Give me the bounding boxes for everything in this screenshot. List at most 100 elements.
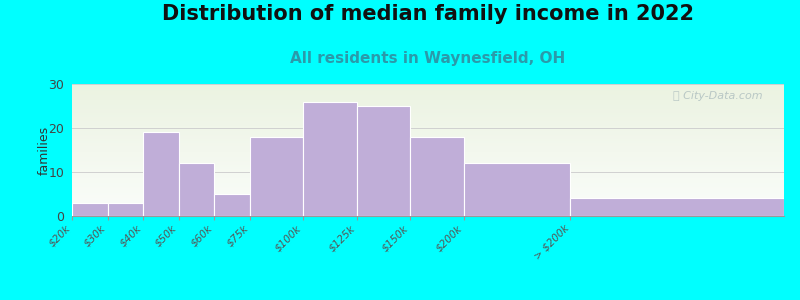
Bar <box>72 126 784 127</box>
Bar <box>72 177 784 178</box>
Bar <box>72 150 784 151</box>
Bar <box>72 155 784 156</box>
Bar <box>72 156 784 157</box>
Bar <box>72 213 784 214</box>
Bar <box>72 144 784 145</box>
Bar <box>72 154 784 155</box>
Bar <box>72 164 784 165</box>
Bar <box>72 157 784 158</box>
Bar <box>72 204 784 205</box>
Bar <box>72 149 784 150</box>
Bar <box>72 135 784 136</box>
Bar <box>179 163 214 216</box>
Bar <box>72 158 784 159</box>
Bar <box>72 190 784 191</box>
Bar <box>72 200 784 201</box>
Bar <box>72 189 784 190</box>
Bar <box>72 130 784 131</box>
Bar <box>72 120 784 121</box>
Bar <box>72 131 784 132</box>
Bar <box>72 147 784 148</box>
Bar <box>72 214 784 215</box>
Bar <box>72 85 784 86</box>
Bar <box>72 172 784 173</box>
Bar <box>72 176 784 177</box>
Bar <box>72 183 784 184</box>
Bar <box>72 166 784 167</box>
Bar <box>72 108 784 109</box>
Bar <box>72 188 784 189</box>
Bar <box>72 212 784 213</box>
Bar <box>107 203 143 216</box>
Bar <box>72 136 784 137</box>
Bar <box>72 95 784 96</box>
Bar <box>72 84 784 85</box>
Bar <box>72 111 784 112</box>
Bar <box>72 192 784 193</box>
Bar <box>72 141 784 142</box>
Bar <box>72 103 784 104</box>
Bar <box>72 167 784 168</box>
Bar <box>72 215 784 216</box>
Bar <box>72 179 784 180</box>
Bar <box>72 116 784 117</box>
Bar <box>72 206 784 207</box>
Bar <box>72 133 784 134</box>
Bar <box>72 101 784 102</box>
Bar <box>72 168 784 169</box>
Bar <box>72 140 784 141</box>
Bar <box>72 151 784 152</box>
Bar <box>72 87 784 88</box>
Bar <box>72 153 784 154</box>
Text: Distribution of median family income in 2022: Distribution of median family income in … <box>162 4 694 25</box>
Bar <box>250 137 303 216</box>
Bar <box>72 119 784 120</box>
Bar <box>72 145 784 146</box>
Bar <box>72 185 784 186</box>
Bar <box>72 129 784 130</box>
Bar <box>72 202 784 203</box>
Bar <box>72 139 784 140</box>
Bar <box>72 94 784 95</box>
Bar <box>72 117 784 118</box>
Bar <box>72 184 784 185</box>
Bar <box>72 203 784 204</box>
Bar <box>72 196 784 197</box>
Bar <box>72 161 784 162</box>
Bar <box>72 127 784 128</box>
Bar <box>72 143 784 144</box>
Bar <box>72 112 784 113</box>
Bar <box>72 96 784 97</box>
Bar <box>72 104 784 105</box>
Bar <box>357 106 410 216</box>
Bar <box>72 163 784 164</box>
Bar <box>72 134 784 135</box>
Bar <box>72 123 784 124</box>
Bar <box>143 132 178 216</box>
Bar <box>72 122 784 123</box>
Bar <box>72 181 784 182</box>
Bar <box>303 102 357 216</box>
Bar <box>72 114 784 115</box>
Bar <box>464 163 570 216</box>
Bar <box>72 102 784 103</box>
Bar <box>72 160 784 161</box>
Bar <box>72 178 784 179</box>
Bar <box>72 89 784 90</box>
Bar <box>72 180 784 181</box>
Bar <box>72 170 784 171</box>
Bar <box>72 207 784 208</box>
Bar <box>214 194 250 216</box>
Bar <box>72 128 784 129</box>
Bar <box>72 90 784 91</box>
Bar <box>72 137 784 138</box>
Bar <box>72 97 784 98</box>
Bar <box>72 152 784 153</box>
Bar <box>72 92 784 93</box>
Bar <box>72 211 784 212</box>
Bar <box>72 125 784 126</box>
Bar <box>72 197 784 198</box>
Bar <box>72 162 784 163</box>
Bar <box>72 132 784 133</box>
Bar <box>72 99 784 100</box>
